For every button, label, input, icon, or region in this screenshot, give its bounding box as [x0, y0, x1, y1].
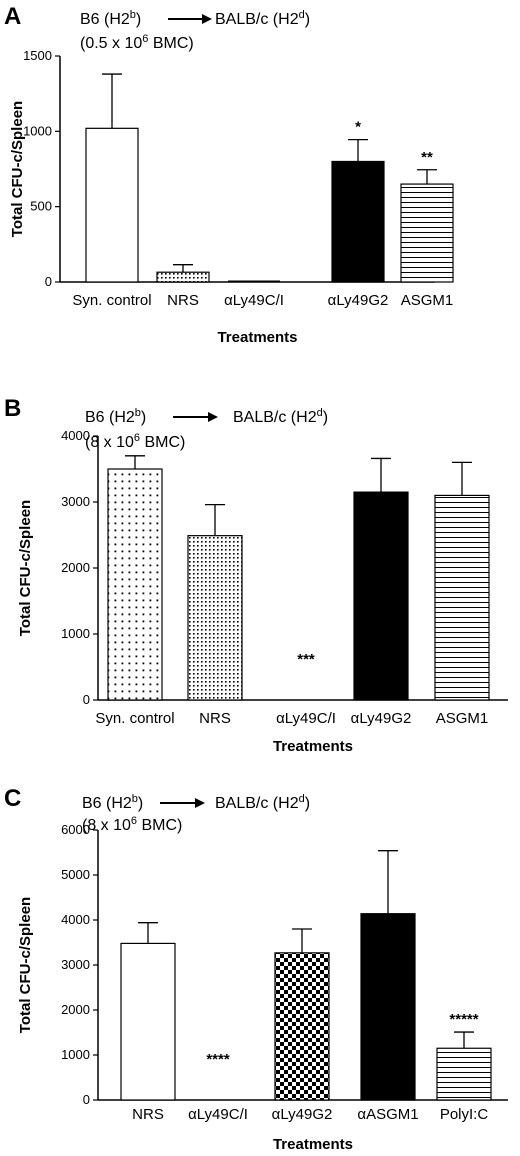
- chart-panel-b: B B6 (H2b) BALB/c (H2d) (8 x 106 BMC) 0 1000 2…: [0, 380, 520, 770]
- y-tick-label: 2000: [61, 560, 90, 575]
- category-label: αLy49C/I: [276, 710, 336, 727]
- arrow-icon: [208, 412, 218, 422]
- y-tick-label: 500: [30, 199, 52, 214]
- category-label: ASGM1: [436, 710, 489, 727]
- y-axis-label: Total CFU-c/Spleen: [17, 897, 34, 1033]
- significance-marker: **: [421, 149, 433, 166]
- bar-1: [85, 127, 139, 283]
- chart-svg: B B6 (H2b) BALB/c (H2d) (8 x 106 BMC) 0 1000 2…: [4, 395, 508, 755]
- bar-4: [331, 160, 385, 283]
- bar-2: [187, 535, 243, 701]
- donor-label: B6 (H2b): [80, 9, 141, 28]
- category-label: ASGM1: [401, 292, 454, 309]
- y-tick-label: 6000: [61, 822, 90, 837]
- significance-marker: *****: [449, 1011, 478, 1028]
- category-label: αLy49C/I: [188, 1106, 248, 1123]
- category-label: Syn. control: [95, 710, 174, 727]
- x-axis-label: Treatments: [217, 329, 297, 346]
- chart-panel-c: C B6 (H2b) BALB/c (H2d) (8 x 106 BMC) 0 1000 2…: [0, 770, 520, 1156]
- y-tick-label: 4000: [61, 912, 90, 927]
- recipient-label: BALB/c (H2d): [215, 793, 310, 812]
- recipient-label: BALB/c (H2d): [215, 9, 310, 28]
- bar-4: [360, 913, 416, 1101]
- bar-5: [400, 183, 454, 283]
- y-tick-label: 1500: [23, 48, 52, 63]
- y-tick-label: 1000: [61, 1047, 90, 1062]
- significance-marker: *: [355, 119, 361, 136]
- donor-label: B6 (H2b): [85, 407, 146, 426]
- y-axis-label: Total CFU-c/Spleen: [17, 500, 34, 636]
- category-label: NRS: [199, 710, 231, 727]
- dose-label: (8 x 106 BMC): [82, 815, 182, 834]
- significance-marker: ****: [206, 1051, 230, 1068]
- y-axis-label: Total CFU-c/Spleen: [9, 101, 26, 237]
- donor-label: B6 (H2b): [82, 793, 143, 812]
- y-tick-label: 1000: [61, 626, 90, 641]
- chart-svg: C B6 (H2b) BALB/c (H2d) (8 x 106 BMC) 0 1000 2…: [4, 785, 508, 1153]
- y-tick-label: 3000: [61, 494, 90, 509]
- category-label: NRS: [167, 292, 199, 309]
- y-tick-label: 0: [45, 274, 52, 289]
- recipient-label: BALB/c (H2d): [233, 407, 328, 426]
- category-label: αLy49G2: [351, 710, 412, 727]
- panel-label: C: [4, 785, 21, 812]
- category-label: αLy49G2: [328, 292, 389, 309]
- panel-label: B: [4, 395, 21, 422]
- category-label: αASGM1: [357, 1106, 418, 1123]
- bar-4: [353, 491, 409, 701]
- category-label: NRS: [132, 1106, 164, 1123]
- bar-3: [274, 952, 330, 1101]
- category-label: αLy49G2: [272, 1106, 333, 1123]
- y-tick-label: 2000: [61, 1002, 90, 1017]
- chart-panel-a: A B6 (H2b) BALB/c (H2d) (0.5 x 106 BMC) 0 500…: [0, 0, 520, 380]
- bar-5: [436, 1047, 492, 1101]
- panel-label: A: [4, 3, 21, 30]
- x-axis-label: Treatments: [273, 1136, 353, 1153]
- dose-label: (0.5 x 106 BMC): [80, 33, 194, 52]
- y-tick-label: 0: [83, 1092, 90, 1107]
- category-label: PolyI:C: [440, 1106, 489, 1123]
- x-axis-label: Treatments: [273, 738, 353, 755]
- arrow-icon: [202, 14, 212, 24]
- bar-1: [107, 468, 163, 701]
- category-label: Syn. control: [72, 292, 151, 309]
- bar-2: [156, 271, 210, 283]
- y-tick-label: 0: [83, 692, 90, 707]
- y-tick-label: 1000: [23, 123, 52, 138]
- chart-svg: A B6 (H2b) BALB/c (H2d) (0.5 x 106 BMC) 0 500…: [4, 3, 454, 346]
- y-tick-label: 3000: [61, 957, 90, 972]
- significance-marker: ***: [297, 651, 315, 668]
- dose-label: (8 x 106 BMC): [85, 432, 185, 451]
- y-tick-label: 5000: [61, 867, 90, 882]
- category-label: αLy49C/I: [224, 292, 284, 309]
- bar-1: [120, 942, 176, 1101]
- arrow-icon: [195, 798, 205, 808]
- bar-5: [434, 494, 490, 701]
- y-tick-label: 4000: [61, 428, 90, 443]
